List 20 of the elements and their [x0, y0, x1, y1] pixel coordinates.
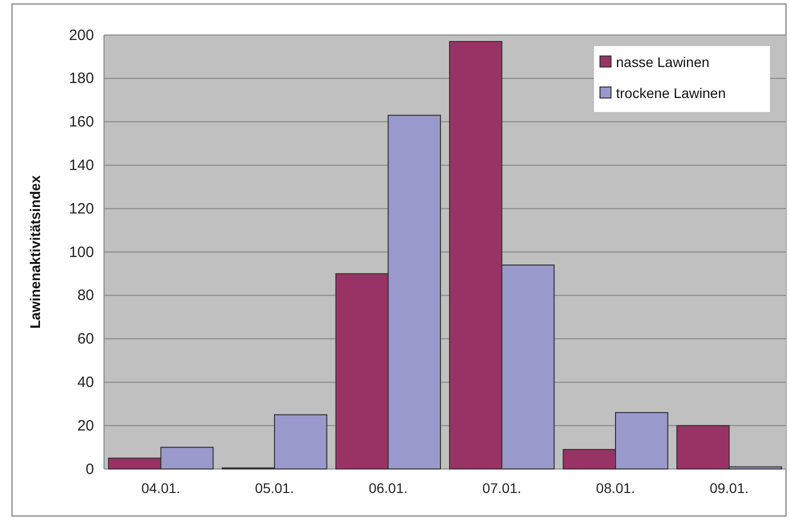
- y-tick-label: 160: [68, 114, 94, 131]
- x-tick-label: 04.01.: [141, 480, 180, 496]
- y-tick-label: 200: [68, 26, 94, 44]
- x-tick-label: 08.01.: [596, 480, 635, 496]
- y-tick-label: 180: [68, 70, 94, 88]
- y-tick-label: 100: [68, 244, 94, 261]
- y-axis-title: Lawinenaktivitätsindex: [27, 175, 43, 329]
- legend-label: nasse Lawinen: [616, 54, 710, 70]
- x-tick-label: 05.01.: [255, 480, 294, 496]
- y-tick-label: 60: [77, 330, 94, 348]
- y-tick-label: 20: [77, 417, 94, 434]
- y-tick-label: 80: [77, 287, 94, 304]
- x-tick-label: 09.01.: [710, 480, 749, 496]
- legend-label: trockene Lawinen: [616, 85, 726, 101]
- x-tick-label: 07.01.: [482, 480, 522, 496]
- y-tick-label: 40: [77, 374, 94, 391]
- y-tick-label: 0: [86, 460, 94, 478]
- x-tick-label: 06.01.: [368, 480, 408, 496]
- y-tick-label: 140: [68, 157, 94, 174]
- y-tick-label: 120: [68, 200, 94, 218]
